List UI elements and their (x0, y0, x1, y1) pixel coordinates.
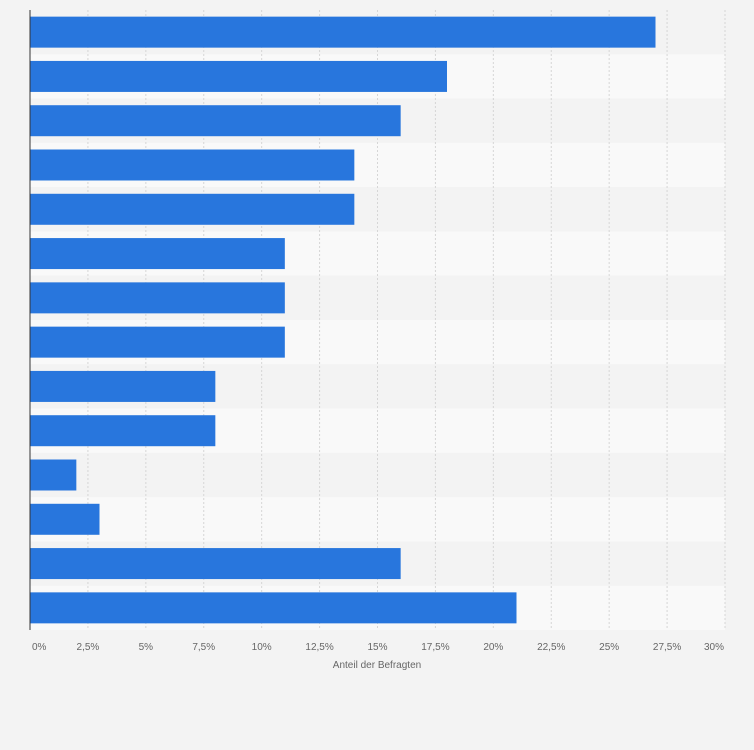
bar[interactable] (30, 415, 216, 447)
bar[interactable] (30, 105, 401, 137)
x-tick-label: 22,5% (537, 642, 565, 653)
bar[interactable] (30, 60, 447, 92)
x-tick-label: 5% (139, 642, 154, 653)
bar[interactable] (30, 548, 401, 580)
x-tick-labels: 0% 2,5% 5% 7,5% 10% 12,5% 15% 17,5% 20% 22,5% 25% 2… (32, 642, 724, 653)
x-axis-title: Anteil der Befragten (333, 660, 421, 671)
x-tick-label: 15% (367, 642, 387, 653)
bar[interactable] (30, 282, 285, 314)
x-tick-label: 10% (252, 642, 272, 653)
bar[interactable] (30, 459, 77, 491)
x-tick-label: 27,5% (653, 642, 681, 653)
bar[interactable] (30, 370, 216, 402)
bar[interactable] (30, 149, 355, 181)
x-tick-label: 12,5% (305, 642, 333, 653)
bars (30, 16, 656, 624)
bar[interactable] (30, 326, 285, 358)
x-tick-label: 25% (599, 642, 619, 653)
x-tick-label: 7,5% (192, 642, 215, 653)
bar[interactable] (30, 503, 100, 535)
bar[interactable] (30, 592, 517, 624)
x-tick-label: 0% (32, 642, 47, 653)
x-tick-label: 30% (704, 642, 724, 653)
bar[interactable] (30, 16, 656, 48)
bar[interactable] (30, 193, 355, 225)
x-tick-label: 20% (483, 642, 503, 653)
x-tick-label: 2,5% (77, 642, 100, 653)
gridlines (87, 10, 726, 630)
x-tick-label: 17,5% (421, 642, 449, 653)
bar[interactable] (30, 238, 285, 270)
